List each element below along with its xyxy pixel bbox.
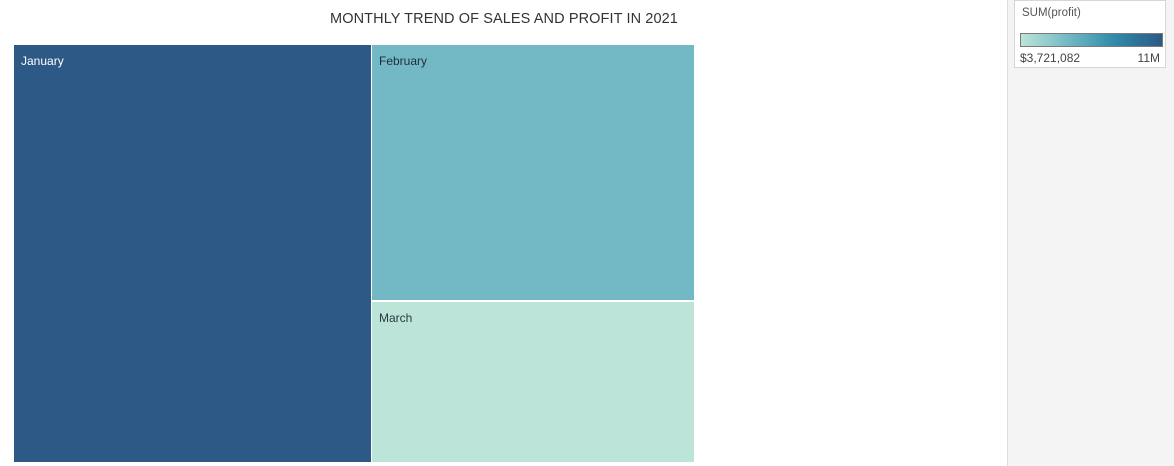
- chart-title: MONTHLY TREND OF SALES AND PROFIT IN 202…: [330, 11, 678, 27]
- legend-panel: SUM(profit) $3,721,082 11M: [1007, 0, 1174, 466]
- tile-label: March: [379, 311, 413, 325]
- legend-title: SUM(profit): [1022, 7, 1081, 19]
- color-legend[interactable]: SUM(profit) $3,721,082 11M: [1014, 0, 1166, 68]
- treemap-tile-january[interactable]: January: [14, 45, 371, 462]
- chart-area: MONTHLY TREND OF SALES AND PROFIT IN 202…: [14, 11, 694, 462]
- legend-gradient-bar: [1020, 33, 1163, 47]
- tile-label: January: [21, 54, 64, 68]
- legend-max-label: 11M: [1137, 51, 1160, 65]
- treemap-tile-march[interactable]: March: [372, 302, 694, 462]
- treemap: January February March: [14, 45, 694, 462]
- legend-min-label: $3,721,082: [1020, 51, 1081, 65]
- treemap-tile-february[interactable]: February: [372, 45, 694, 300]
- tile-label: February: [379, 54, 428, 68]
